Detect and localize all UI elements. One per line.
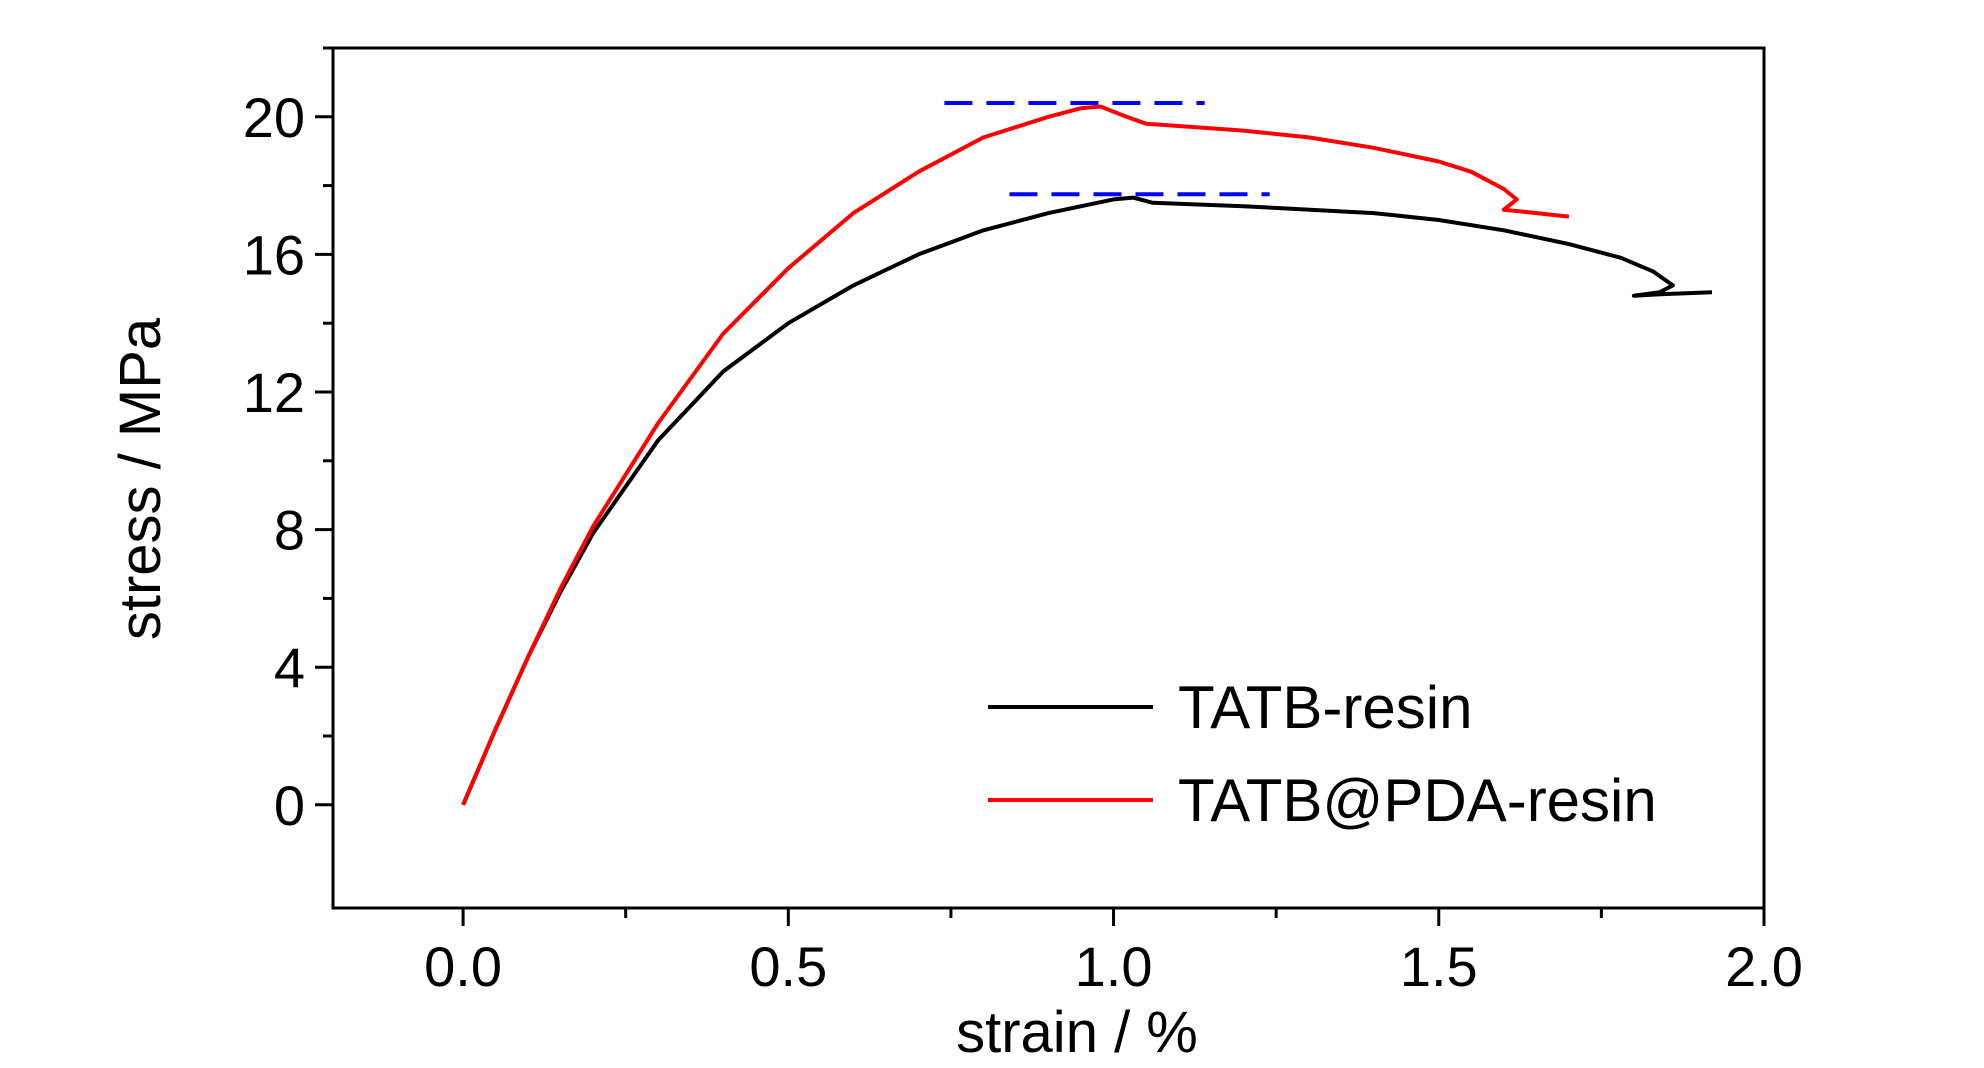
plot-frame [331,46,1766,910]
series-lines [461,104,1713,806]
x-tick-label: 1.0 [1075,935,1153,998]
x-tick-label: 1.5 [1400,935,1478,998]
legend: TATB-resin TATB@PDA-resin [988,674,1657,834]
y-tick-label: 8 [274,499,305,562]
x-tick-label: 0.0 [424,935,502,998]
y-tick-label: 16 [243,223,305,286]
legend-label: TATB-resin [1178,674,1472,741]
y-axis-title: stress / MPa [108,317,173,640]
axis-ticks: 0.0 0.5 1.0 1.5 2.0 0 4 8 12 16 20 [243,46,1803,998]
x-tick-label: 2.0 [1725,935,1803,998]
series-line-tatb-resin [461,195,1713,806]
y-tick-label: 0 [274,774,305,837]
y-tick-label: 4 [274,636,305,699]
x-tick-label: 0.5 [749,935,827,998]
annotation-lines [944,101,1270,197]
y-tick-label: 12 [243,361,305,424]
y-tick-label: 20 [243,86,305,149]
series-line-tatb-pda-resin [461,104,1570,806]
x-axis-title: strain / % [956,1000,1198,1063]
legend-label: TATB@PDA-resin [1178,767,1657,834]
